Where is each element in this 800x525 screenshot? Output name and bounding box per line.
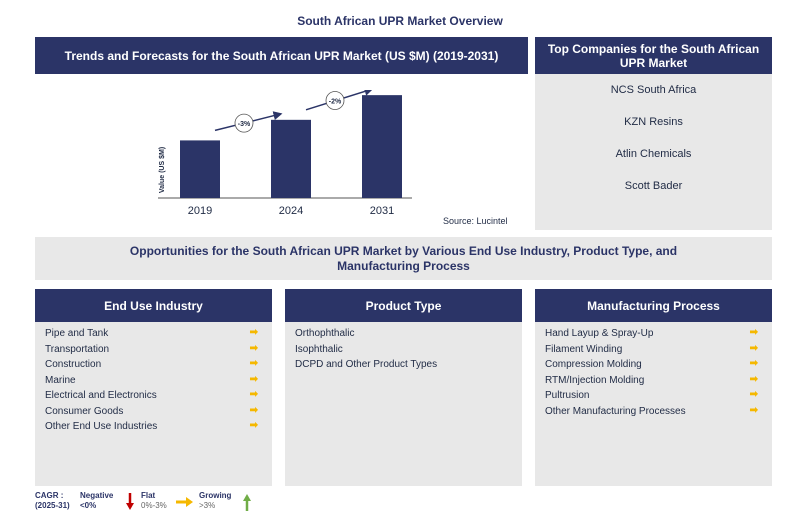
source-note: Source: Lucintel xyxy=(443,216,508,226)
arrow-down-red-icon xyxy=(126,493,134,510)
arrow-right-icon: ➡ xyxy=(749,373,758,385)
list-item: Electrical and Electronics xyxy=(45,390,157,401)
bar-2019 xyxy=(180,140,220,198)
list-item: Filament Winding xyxy=(545,343,623,355)
list-item: Other End Use Industries xyxy=(45,421,158,432)
bar-2024 xyxy=(271,119,311,198)
arrow-right-icon: ➡ xyxy=(749,342,758,354)
arrow-up-green-icon xyxy=(243,494,251,511)
arrow-right-icon: ➡ xyxy=(249,373,258,385)
cagr-label: -3% xyxy=(238,121,251,128)
legend-cagr-period: (2025-31) xyxy=(35,501,70,510)
product-type-panel: Orthophthalic Isophthalic DCPD and Other P… xyxy=(285,322,522,486)
opportunities-banner: Opportunities for the South African UPR … xyxy=(35,237,772,280)
legend-growing: Growing >3% xyxy=(199,491,231,511)
page-title: South African UPR Market Overview xyxy=(297,14,503,28)
legend-negative-range: <0% xyxy=(80,501,97,510)
cagr-bubble xyxy=(325,91,345,110)
list-item: DCPD and Other Product Types xyxy=(295,359,438,370)
arrow-right-icon: ➡ xyxy=(249,404,258,416)
list-item: Pultrusion xyxy=(545,390,590,401)
end-use-industry-panel: Pipe and Tank ➡ Transportation ➡ Constructio… xyxy=(35,322,272,486)
legend-growing-label: Growing xyxy=(199,491,232,500)
legend-flat-label: Flat xyxy=(141,491,156,500)
arrow-right-yellow-icon xyxy=(176,497,193,507)
cagr-bubble xyxy=(234,113,254,133)
companies-panel: NCS South Africa KZN Resins Atlin Chemic… xyxy=(535,74,772,230)
arrow-right-icon: ➡ xyxy=(249,327,258,338)
cagr-label: -2% xyxy=(329,98,342,105)
legend-growing-range: >3% xyxy=(199,501,216,510)
companies-header: Top Companies for the South African UPR … xyxy=(535,37,772,74)
product-type-header: Product Type xyxy=(285,289,522,322)
arrow-right-icon: ➡ xyxy=(749,389,758,400)
legend-flat-range: 0%-3% xyxy=(141,501,167,510)
legend-negative: Negative <0% xyxy=(80,491,113,511)
x-tick-label: 2024 xyxy=(279,205,303,217)
arrow-right-icon: ➡ xyxy=(749,327,758,338)
bar-chart: Value (US $M) 2019 2024 2031 -3% -2% xyxy=(158,90,412,217)
bar-2031 xyxy=(362,95,402,198)
x-tick-label: 2031 xyxy=(370,205,394,217)
y-axis-label: Value (US $M) xyxy=(159,147,166,193)
list-item: Marine xyxy=(45,374,76,386)
company-item: Atlin Chemicals xyxy=(615,148,692,160)
list-item: Compression Molding xyxy=(545,359,642,370)
x-tick-label: 2019 xyxy=(188,205,212,217)
list-item: Isophthalic xyxy=(295,343,343,355)
list-item: Transportation xyxy=(45,343,110,355)
arrow-right-icon: ➡ xyxy=(249,358,258,369)
legend-cagr-label: CAGR : xyxy=(35,491,64,500)
list-item: Orthophthalic xyxy=(295,328,355,339)
manufacturing-process-panel: Hand Layup & Spray-Up ➡ Filament Winding ➡ C… xyxy=(535,322,772,486)
manufacturing-process-header: Manufacturing Process xyxy=(535,289,772,322)
company-item: KZN Resins xyxy=(624,116,683,128)
company-item: Scott Bader xyxy=(624,180,683,192)
arrow-right-icon: ➡ xyxy=(749,404,758,416)
arrow-right-icon: ➡ xyxy=(249,389,258,400)
arrow-right-icon: ➡ xyxy=(249,342,258,354)
end-use-industry-header: End Use Industry xyxy=(35,289,272,322)
legend-flat: Flat 0%-3% xyxy=(141,491,167,511)
list-item: Pipe and Tank xyxy=(45,328,109,339)
list-item: Other Manufacturing Processes xyxy=(545,405,686,417)
legend-negative-label: Negative xyxy=(80,491,114,500)
list-item: Construction xyxy=(45,359,102,370)
arrow-right-icon: ➡ xyxy=(749,358,758,369)
arrow-right-icon: ➡ xyxy=(249,420,258,431)
list-item: RTM/Injection Molding xyxy=(545,374,645,386)
trends-header: Trends and Forecasts for the South Afric… xyxy=(35,37,528,74)
list-item: Hand Layup & Spray-Up xyxy=(545,328,654,339)
legend-cagr: CAGR : (2025-31) xyxy=(35,491,70,511)
company-item: NCS South Africa xyxy=(610,84,697,96)
list-item: Consumer Goods xyxy=(45,405,124,417)
